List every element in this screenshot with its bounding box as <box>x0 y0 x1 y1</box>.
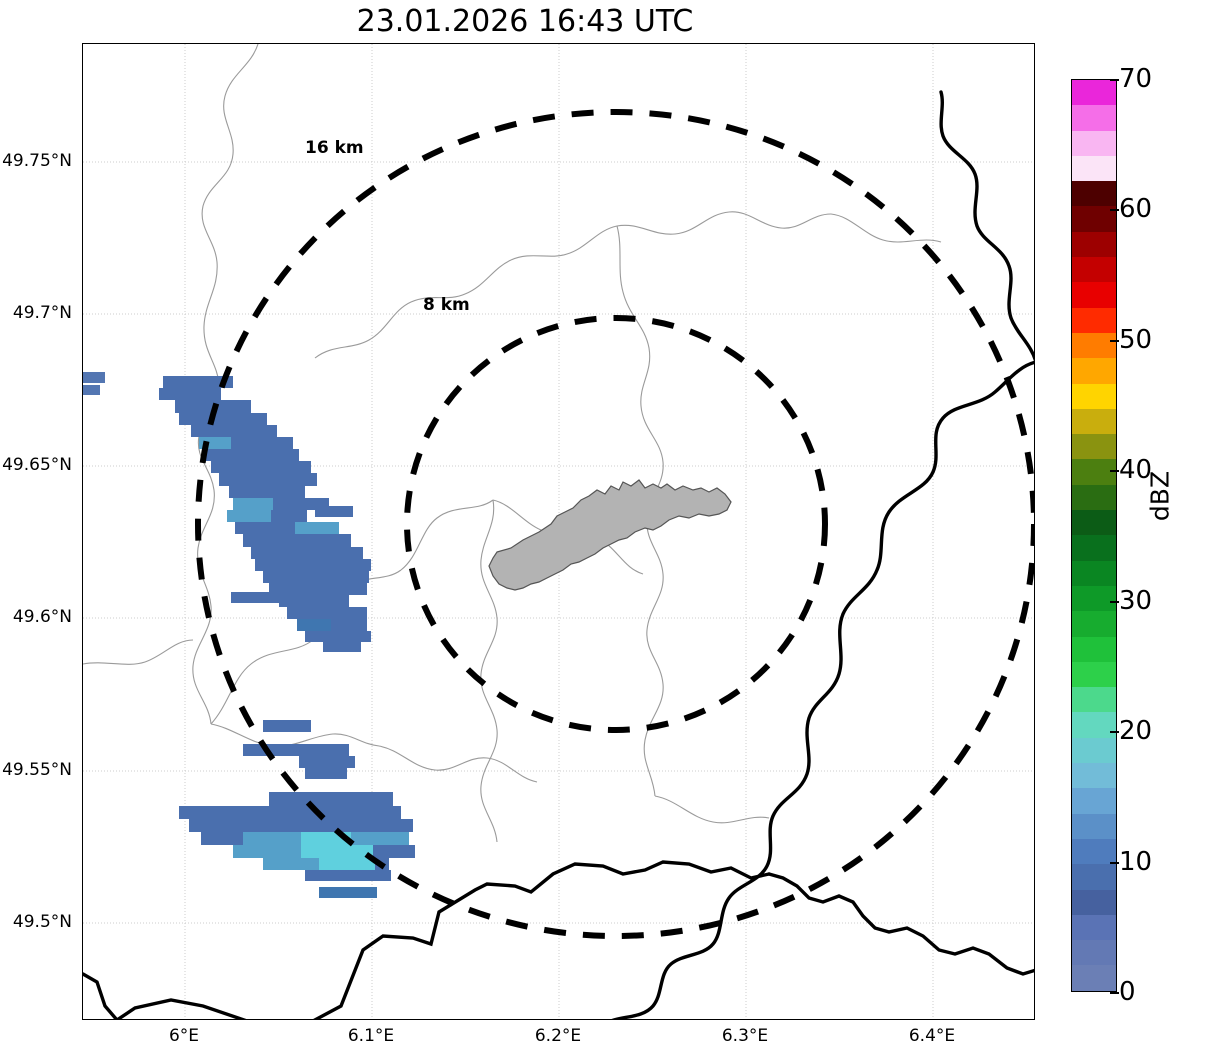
country-borders <box>611 90 1034 1019</box>
colorbar-tick-50: 50 <box>1119 325 1153 355</box>
colorbar-band-2 <box>1072 130 1116 156</box>
colorbar-tick-20: 20 <box>1119 716 1153 746</box>
colorbar-band-34 <box>1072 940 1116 966</box>
colorbar-band-19 <box>1072 560 1116 586</box>
colorbar-tickmark-60 <box>1110 209 1119 211</box>
colorbar-band-20 <box>1072 585 1116 612</box>
range-ring-label-8km: 8 km <box>423 295 470 315</box>
colorbar-band-26 <box>1072 737 1116 764</box>
y-tick-2: 49.65°N <box>2 455 72 475</box>
colorbar-tickmark-10 <box>1110 862 1119 864</box>
colorbar-tick-70: 70 <box>1119 64 1153 94</box>
colorbar-tick-40: 40 <box>1119 455 1153 485</box>
y-tick-5: 49.5°N <box>12 912 72 932</box>
city-area <box>488 479 732 591</box>
colorbar-band-15 <box>1072 459 1116 485</box>
colorbar-tick-60: 60 <box>1119 194 1153 224</box>
map-svg <box>83 44 1034 1019</box>
colorbar-band-30 <box>1072 838 1116 865</box>
x-tick-2: 6.2°E <box>534 1026 582 1046</box>
colorbar-tickmark-20 <box>1110 731 1119 733</box>
x-tick-0: 6°E <box>168 1026 200 1046</box>
colorbar-band-32 <box>1072 889 1116 915</box>
range-ring-16km <box>195 109 1034 939</box>
echo-cluster-southwest <box>179 720 415 898</box>
country-border-south <box>83 860 1034 1019</box>
colorbar-tick-0: 0 <box>1119 977 1136 1007</box>
colorbar-band-22 <box>1072 636 1116 662</box>
colorbar-band-3 <box>1072 155 1116 182</box>
page-title: 23.01.2026 16:43 UTC <box>356 4 694 39</box>
y-tick-4: 49.55°N <box>2 760 72 780</box>
range-ring-8km <box>404 315 828 733</box>
y-axis: 49.75°N 49.7°N 49.65°N 49.6°N 49.55°N 49… <box>0 0 82 1064</box>
colorbar[interactable] <box>1071 79 1117 992</box>
colorbar-tick-30: 30 <box>1119 586 1153 616</box>
colorbar-band-14 <box>1072 434 1116 460</box>
colorbar-band-21 <box>1072 611 1116 637</box>
colorbar-band-13 <box>1072 408 1116 435</box>
x-tick-3: 6.3°E <box>721 1026 769 1046</box>
colorbar-band-5 <box>1072 206 1116 232</box>
colorbar-band-1 <box>1072 105 1116 131</box>
colorbar-band-24 <box>1072 687 1116 713</box>
colorbar-band-18 <box>1072 535 1116 561</box>
y-tick-3: 49.6°N <box>12 607 72 627</box>
colorbar-tickmark-70 <box>1110 79 1119 81</box>
y-tick-0: 49.75°N <box>2 151 72 171</box>
colorbar-tick-10: 10 <box>1119 847 1153 877</box>
x-tick-1: 6.1°E <box>347 1026 395 1046</box>
colorbar-band-35 <box>1072 965 1116 991</box>
colorbar-band-23 <box>1072 661 1116 688</box>
colorbar-band-16 <box>1072 484 1116 511</box>
colorbar-band-7 <box>1072 257 1116 283</box>
colorbar-tickmark-40 <box>1110 470 1119 472</box>
colorbar-band-33 <box>1072 914 1116 941</box>
colorbar-band-27 <box>1072 763 1116 789</box>
grid-lines <box>83 44 1034 1019</box>
colorbar-band-9 <box>1072 307 1116 333</box>
colorbar-band-25 <box>1072 712 1116 738</box>
colorbar-band-10 <box>1072 332 1116 359</box>
colorbar-tickmark-0 <box>1110 992 1119 994</box>
y-tick-1: 49.7°N <box>12 303 72 323</box>
colorbar-band-4 <box>1072 181 1116 207</box>
colorbar-tickmark-30 <box>1110 601 1119 603</box>
colorbar-band-8 <box>1072 282 1116 308</box>
echo-cluster-northwest <box>83 372 371 652</box>
colorbar-band-28 <box>1072 788 1116 814</box>
x-tick-4: 6.4°E <box>908 1026 956 1046</box>
colorbar-band-31 <box>1072 864 1116 890</box>
colorbar-band-6 <box>1072 231 1116 258</box>
colorbar-band-0 <box>1072 80 1116 106</box>
colorbar-band-12 <box>1072 383 1116 409</box>
map-plot-area[interactable]: 16 km 8 km <box>82 43 1035 1020</box>
colorbar-band-17 <box>1072 510 1116 536</box>
colorbar-band-11 <box>1072 358 1116 384</box>
colorbar-band-29 <box>1072 813 1116 839</box>
range-ring-label-16km: 16 km <box>305 138 364 158</box>
colorbar-tickmark-50 <box>1110 340 1119 342</box>
